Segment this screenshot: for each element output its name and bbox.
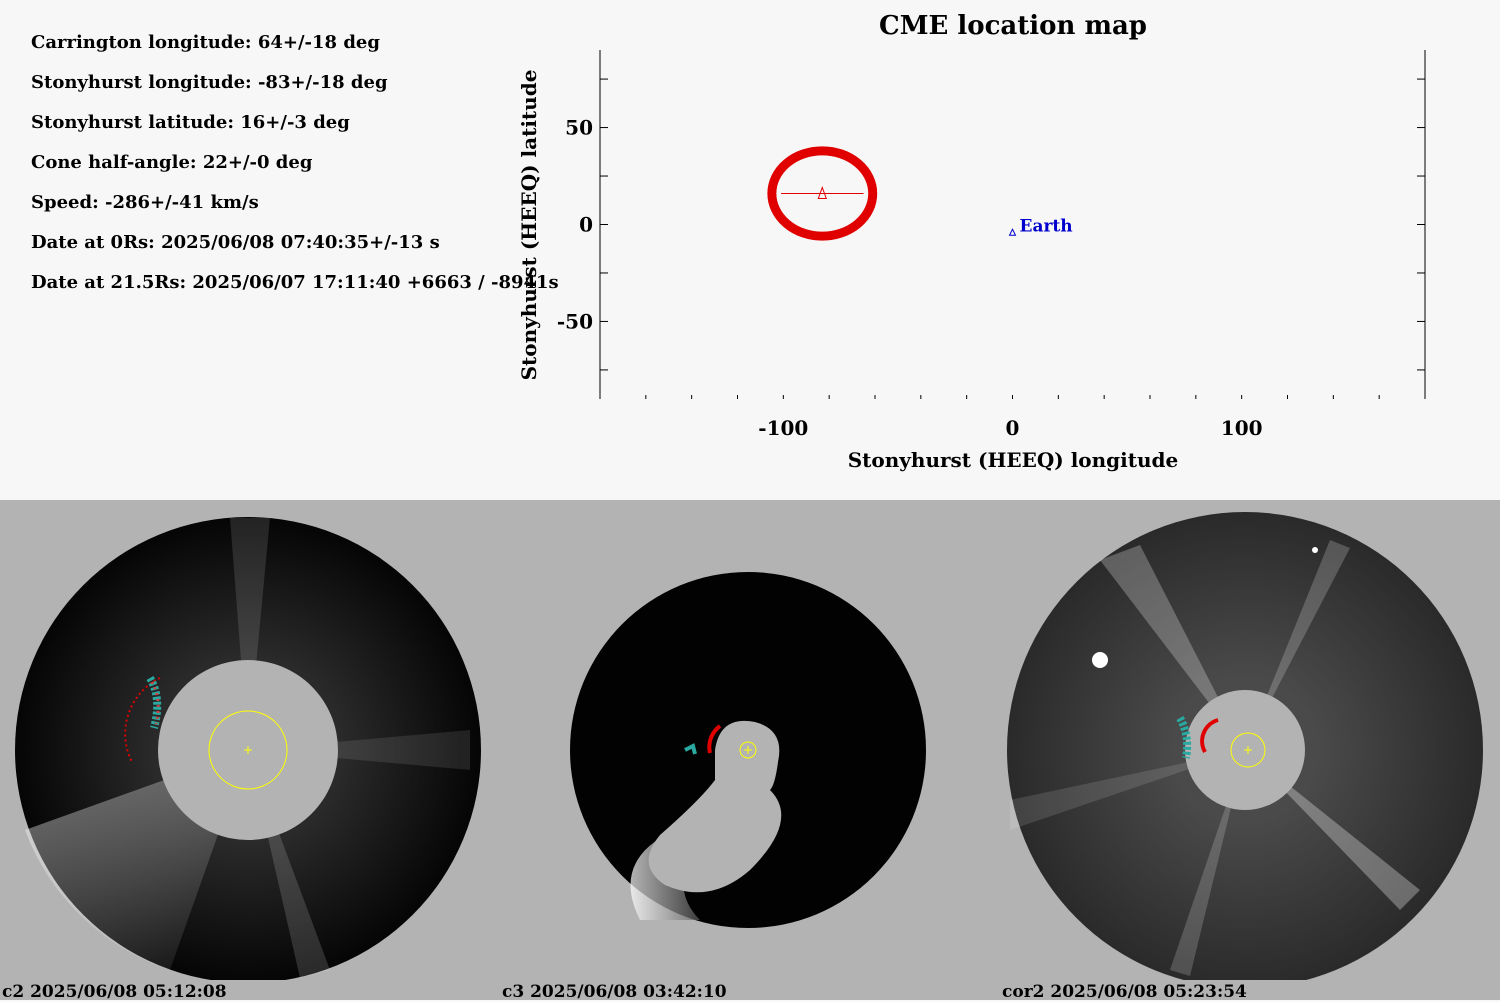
c2-coronagraph-image <box>15 517 481 980</box>
c3-coronagraph-image <box>570 572 926 928</box>
chart-title: CME location map <box>879 11 1147 41</box>
x-tick-labels: -100 0 100 <box>758 416 1262 440</box>
c3-caption: c3 2025/06/08 03:42:10 <box>502 982 727 1002</box>
param-cone-half-angle: Cone half-angle: 22+/-0 deg <box>31 152 313 173</box>
c2-caption: c2 2025/06/08 05:12:08 <box>2 982 227 1002</box>
x-axis-label: Stonyhurst (HEEQ) longitude <box>848 448 1179 472</box>
y-tick-label: -50 <box>557 309 593 333</box>
cme-location-map: CME location map -100 0 100 50 0 -50 Stonyhu… <box>517 11 1426 472</box>
cme-parameters: Carrington longitude: 64+/-18 deg Stonyh… <box>31 30 559 310</box>
cme-cone-ellipse <box>767 146 878 241</box>
minor-ticks <box>600 78 1425 399</box>
x-tick-label: 0 <box>1006 416 1020 440</box>
param-stonyhurst-longitude: Stonyhurst longitude: -83+/-18 deg <box>31 72 388 93</box>
param-date-0rs: Date at 0Rs: 2025/06/08 07:40:35+/-13 s <box>31 232 440 253</box>
cor2-coronagraph-image <box>1007 512 1483 980</box>
y-tick-labels: 50 0 -50 <box>557 116 593 334</box>
x-tick-label: 100 <box>1221 416 1263 440</box>
earth-marker <box>1008 228 1017 236</box>
param-speed: Speed: -286+/-41 km/s <box>31 192 259 213</box>
y-axis-label: Stonyhurst (HEEQ) latitude <box>517 70 541 381</box>
coronagraph-panels: c2 2025/06/08 05:12:08 c3 2025/06/08 03:… <box>0 500 1500 1002</box>
param-date-21-5rs: Date at 21.5Rs: 2025/06/07 17:11:40 +666… <box>31 272 559 293</box>
top-section: Carrington longitude: 64+/-18 deg Stonyh… <box>0 0 1500 500</box>
cor2-caption: cor2 2025/06/08 05:23:54 <box>1002 982 1247 1002</box>
y-tick-label: 0 <box>579 213 593 237</box>
earth-label: Earth <box>1020 216 1073 236</box>
param-stonyhurst-latitude: Stonyhurst latitude: 16+/-3 deg <box>31 112 350 133</box>
cme-marker <box>817 186 828 199</box>
param-carrington-longitude: Carrington longitude: 64+/-18 deg <box>31 32 380 53</box>
x-tick-label: -100 <box>758 416 808 440</box>
y-tick-label: 50 <box>565 116 593 140</box>
